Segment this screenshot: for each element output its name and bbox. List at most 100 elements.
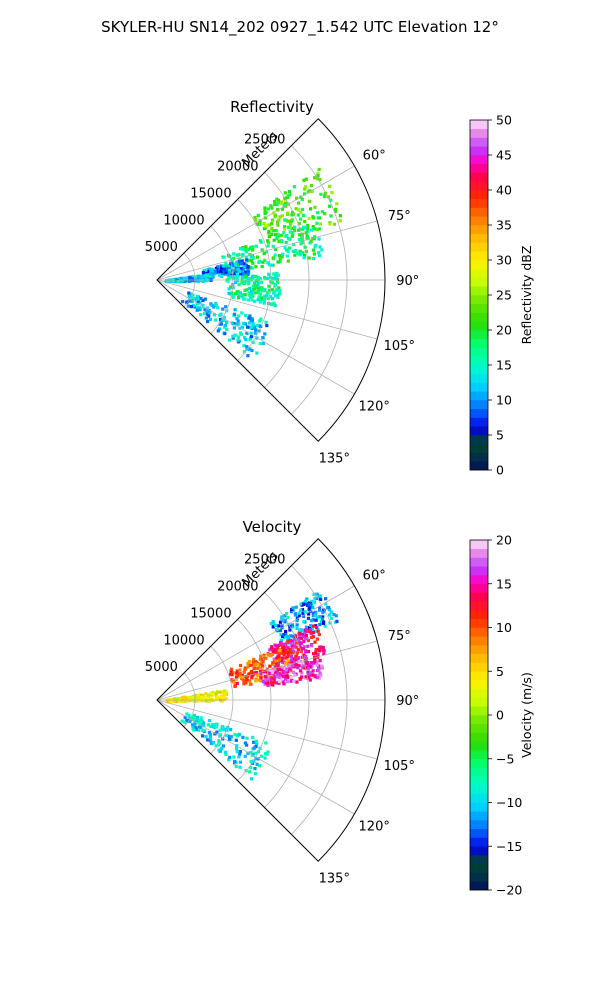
echo-cell	[311, 248, 315, 252]
echo-cell	[228, 338, 232, 342]
echo-cell	[264, 320, 268, 324]
colorbar-segment	[470, 671, 488, 681]
echo-cell	[263, 756, 267, 760]
echo-cell	[258, 239, 262, 243]
echo-cell	[207, 731, 211, 735]
echo-cell	[315, 221, 319, 225]
echo-cell	[245, 347, 249, 351]
echo-cell	[219, 690, 223, 694]
echo-cell	[234, 292, 238, 296]
colorbar-segment	[470, 802, 488, 812]
echo-cell	[204, 268, 208, 272]
echo-cell	[250, 348, 254, 353]
echo-cell	[201, 728, 205, 732]
echo-cell	[238, 765, 242, 769]
echo-cell	[192, 717, 196, 721]
echo-cell	[289, 654, 293, 658]
echo-cell	[276, 667, 281, 671]
echo-cell	[328, 621, 332, 625]
echo-cell	[311, 225, 315, 229]
echo-cell	[261, 336, 265, 340]
echo-cell	[308, 241, 312, 245]
echo-cell	[266, 261, 270, 265]
echo-cell	[272, 680, 276, 684]
echo-cell	[285, 254, 289, 258]
echo-cell	[249, 331, 253, 335]
colorbar-segment	[470, 583, 488, 593]
echo-cell	[266, 276, 270, 280]
echo-cell	[265, 239, 270, 243]
echo-cell	[269, 295, 273, 299]
echo-cell	[259, 280, 263, 285]
echo-cell	[297, 656, 301, 660]
echo-cell	[312, 257, 316, 261]
echo-cell	[276, 198, 281, 202]
echo-cell	[302, 666, 306, 670]
echo-cell	[300, 207, 304, 211]
echo-cell	[222, 689, 226, 693]
echo-cell	[237, 674, 241, 678]
echo-cell	[247, 316, 251, 320]
echo-cell	[247, 291, 252, 295]
echo-cell	[302, 634, 306, 639]
echo-cell	[302, 192, 307, 196]
echo-cell	[304, 177, 308, 181]
echo-cell	[338, 219, 342, 223]
echo-cell	[291, 649, 296, 653]
echo-cell	[256, 324, 260, 328]
echo-cell	[235, 317, 239, 321]
echo-cell	[256, 286, 260, 290]
echo-cell	[199, 725, 203, 729]
echo-cell	[268, 275, 272, 279]
colorbar-segment	[470, 653, 488, 663]
echo-cell	[315, 227, 319, 232]
echo-cell	[235, 681, 239, 686]
echo-cell	[244, 270, 248, 274]
echo-cell	[302, 178, 306, 182]
echo-cell	[301, 227, 305, 231]
echo-cell	[244, 681, 248, 685]
echo-cell	[238, 760, 242, 764]
echo-cell	[258, 300, 262, 304]
echo-cell	[289, 658, 293, 662]
colorbar-tick-label: 15	[496, 358, 512, 373]
colorbar-segment	[470, 356, 488, 366]
echo-cell	[297, 222, 301, 226]
colorbar-segment	[470, 277, 488, 287]
colorbar-segment	[470, 312, 488, 322]
echo-cell	[265, 324, 269, 328]
echo-cell	[313, 235, 317, 239]
radial-tick-label: 25000	[244, 133, 285, 148]
echo-cell	[248, 347, 252, 351]
echo-cell	[250, 319, 254, 323]
echo-cell	[263, 206, 267, 210]
echo-cell	[207, 311, 211, 315]
echo-cell	[210, 725, 214, 729]
colorbar-segment	[470, 767, 488, 777]
echo-cell	[288, 648, 292, 652]
echo-cell	[284, 240, 288, 245]
echo-cell	[213, 692, 217, 696]
echo-cell	[281, 619, 285, 623]
echo-cell	[212, 725, 216, 730]
echo-cell	[272, 272, 276, 276]
echo-cell	[275, 235, 279, 239]
echo-cell	[290, 234, 294, 238]
echo-cell	[306, 190, 310, 194]
echo-cell	[304, 675, 308, 679]
echo-cell	[232, 755, 236, 759]
echo-cell	[248, 663, 252, 667]
colorbar-segment	[470, 128, 488, 138]
echo-cell	[225, 327, 229, 332]
echo-cell	[303, 631, 307, 635]
echo-cell	[199, 716, 203, 720]
echo-cell	[286, 655, 290, 659]
echo-cell	[252, 281, 256, 285]
echo-cell	[261, 664, 265, 668]
echo-cell	[284, 645, 288, 649]
echo-cell	[288, 650, 292, 654]
colorbar-segment	[470, 452, 488, 462]
echo-cell	[268, 664, 272, 668]
echo-cell	[301, 664, 305, 668]
echo-cell	[180, 277, 184, 281]
